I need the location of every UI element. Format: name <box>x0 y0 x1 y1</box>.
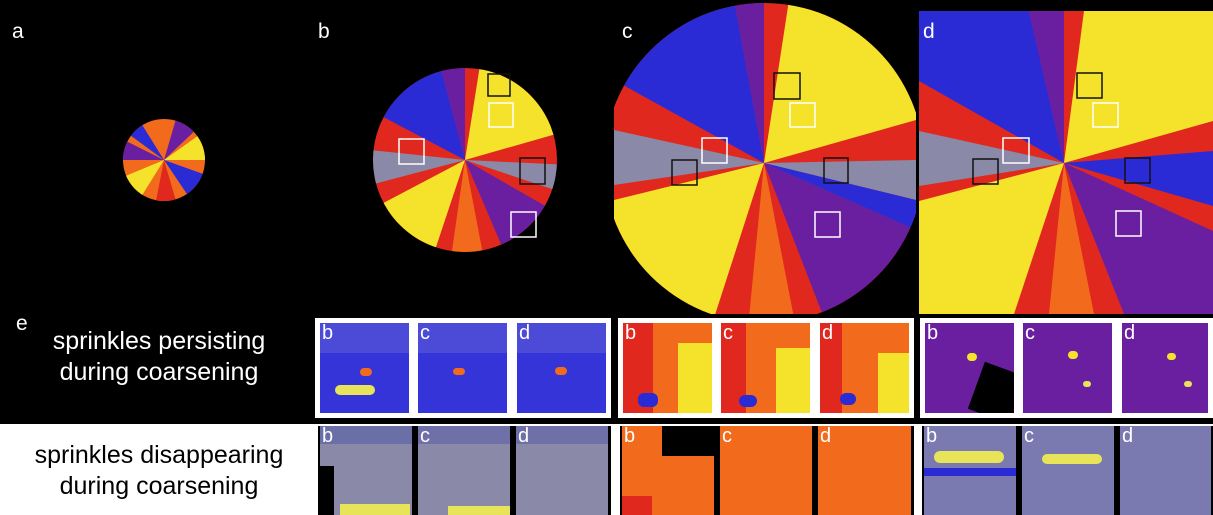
row-caption-disappearing-line2: during coarsening <box>59 472 259 500</box>
panel-label-b: b <box>318 20 330 43</box>
thumb-d1-b: b <box>320 426 412 515</box>
panel-a: a <box>6 0 306 318</box>
thumb-label: c <box>420 426 430 447</box>
thumb-label: c <box>420 323 430 344</box>
thumb-d1-c: c <box>418 426 510 515</box>
thumb-label: b <box>625 323 637 344</box>
thumb-d3-d: d <box>1120 426 1211 515</box>
thumb-d2-d: d <box>818 426 911 515</box>
thumb-d1-d: d <box>516 426 608 515</box>
section-label-e: e <box>16 312 28 335</box>
microstructure-image-b <box>373 68 557 252</box>
panel-label-c: c <box>622 20 633 43</box>
thumb-label: b <box>927 323 939 344</box>
thumb-group-persisting-3: b c d <box>920 318 1213 418</box>
thumb-label: d <box>518 426 530 447</box>
panel-label-d: d <box>923 20 935 43</box>
thumb-label: b <box>624 426 636 447</box>
thumb-label: d <box>519 323 531 344</box>
thumb-d3-b: b <box>924 426 1016 515</box>
thumb-d2-c: c <box>720 426 812 515</box>
thumb-p2-d: d <box>820 323 909 413</box>
thumb-label: c <box>1024 426 1034 447</box>
thumb-p3-b: b <box>925 323 1014 413</box>
thumb-label: b <box>926 426 938 447</box>
thumb-label: d <box>822 323 834 344</box>
row-caption-disappearing-line1: sprinkles disappearing <box>34 441 284 469</box>
panel-label-a: a <box>12 20 24 43</box>
thumb-d2-b: b <box>622 426 714 515</box>
thumb-label: d <box>1122 426 1134 447</box>
thumb-d3-c: c <box>1022 426 1114 515</box>
microstructure-image-d <box>919 11 1213 314</box>
thumb-p3-d: d <box>1122 323 1208 413</box>
thumb-group-disappearing-3: b c d <box>922 426 1213 515</box>
thumb-p1-c: c <box>418 323 507 413</box>
thumb-p1-d: d <box>517 323 606 413</box>
thumb-p2-c: c <box>721 323 810 413</box>
thumb-label: d <box>1124 323 1136 344</box>
thumb-group-persisting-1: b c d <box>315 318 611 418</box>
thumb-p1-b: b <box>320 323 409 413</box>
thumb-label: c <box>723 323 733 344</box>
thumb-label: b <box>322 426 334 447</box>
panel-c: c <box>614 0 916 318</box>
row-caption-disappearing: sprinkles disappearing during coarsening <box>0 440 318 502</box>
microstructure-image-a <box>123 119 205 201</box>
thumb-label: c <box>1025 323 1035 344</box>
thumb-group-disappearing-2: b c d <box>620 426 914 515</box>
thumb-group-persisting-2: b c d <box>618 318 914 418</box>
thumb-group-disappearing-1: b c d <box>318 426 611 515</box>
thumb-p3-c: c <box>1023 323 1112 413</box>
row-caption-persisting-line2: during coarsening <box>59 358 259 386</box>
thumb-label: d <box>820 426 832 447</box>
row-caption-persisting: sprinkles persisting during coarsening <box>14 326 304 388</box>
thumb-label: b <box>322 323 334 344</box>
thumb-label: c <box>722 426 732 447</box>
panel-b: b <box>310 0 610 318</box>
panel-d: d <box>919 11 1213 314</box>
thumb-p2-b: b <box>623 323 712 413</box>
microstructure-image-c <box>614 3 916 318</box>
row-caption-persisting-line1: sprinkles persisting <box>52 327 266 355</box>
